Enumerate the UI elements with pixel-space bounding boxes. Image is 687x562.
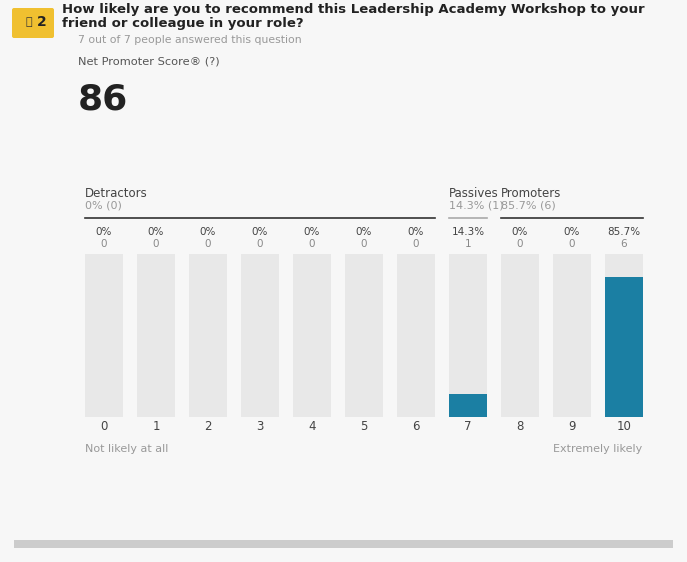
Text: 0: 0 xyxy=(100,420,108,433)
Text: 0%: 0% xyxy=(356,227,372,237)
Text: Detractors: Detractors xyxy=(85,187,148,200)
Text: 0: 0 xyxy=(205,239,211,249)
Bar xyxy=(553,254,591,417)
Bar xyxy=(346,254,383,417)
Text: 0%: 0% xyxy=(95,227,112,237)
Text: 0: 0 xyxy=(308,239,315,249)
Text: 7 out of 7 people answered this question: 7 out of 7 people answered this question xyxy=(78,35,302,45)
Text: 0: 0 xyxy=(257,239,263,249)
FancyBboxPatch shape xyxy=(12,8,54,38)
Bar xyxy=(397,254,435,417)
Text: 2: 2 xyxy=(36,16,46,29)
Bar xyxy=(605,277,643,417)
Bar xyxy=(502,254,539,417)
Bar xyxy=(190,254,227,417)
Text: Promoters: Promoters xyxy=(502,187,562,200)
Text: 4: 4 xyxy=(308,420,316,433)
Text: 0% (0): 0% (0) xyxy=(85,201,122,211)
Text: 0: 0 xyxy=(569,239,575,249)
Text: 0: 0 xyxy=(153,239,159,249)
Text: 6: 6 xyxy=(620,239,627,249)
Text: 0%: 0% xyxy=(408,227,424,237)
Bar xyxy=(449,254,486,417)
Text: 0: 0 xyxy=(413,239,419,249)
Text: 0: 0 xyxy=(517,239,523,249)
Text: 5: 5 xyxy=(360,420,368,433)
Bar xyxy=(605,254,643,417)
Text: 1: 1 xyxy=(153,420,160,433)
Bar xyxy=(449,394,486,417)
Text: 0%: 0% xyxy=(564,227,581,237)
Bar xyxy=(14,540,673,548)
Text: 0%: 0% xyxy=(512,227,528,237)
Text: 85.7%: 85.7% xyxy=(607,227,640,237)
Text: How likely are you to recommend this Leadership Academy Workshop to your: How likely are you to recommend this Lea… xyxy=(62,3,644,16)
Text: 0: 0 xyxy=(361,239,368,249)
Text: 0%: 0% xyxy=(200,227,216,237)
Bar xyxy=(293,254,330,417)
Text: Not likely at all: Not likely at all xyxy=(85,444,168,454)
Text: 6: 6 xyxy=(412,420,420,433)
Text: Passives: Passives xyxy=(449,187,499,200)
Text: 8: 8 xyxy=(517,420,523,433)
Bar xyxy=(137,254,174,417)
Text: 14.3% (1): 14.3% (1) xyxy=(449,201,504,211)
Text: 9: 9 xyxy=(568,420,576,433)
Text: 10: 10 xyxy=(616,420,631,433)
Bar xyxy=(241,254,279,417)
Text: 86: 86 xyxy=(78,83,128,117)
Text: Net Promoter Score® (?): Net Promoter Score® (?) xyxy=(78,56,220,66)
Text: 0%: 0% xyxy=(252,227,268,237)
Text: 14.3%: 14.3% xyxy=(451,227,484,237)
Text: 3: 3 xyxy=(256,420,264,433)
Text: 0%: 0% xyxy=(304,227,320,237)
Text: Extremely likely: Extremely likely xyxy=(554,444,643,454)
Text: 0: 0 xyxy=(101,239,107,249)
Text: friend or colleague in your role?: friend or colleague in your role? xyxy=(62,17,304,30)
Text: 85.7% (6): 85.7% (6) xyxy=(502,201,556,211)
Text: 1: 1 xyxy=(464,239,471,249)
Text: 0%: 0% xyxy=(148,227,164,237)
Bar xyxy=(85,254,123,417)
Text: 🎧: 🎧 xyxy=(25,17,32,28)
Text: 7: 7 xyxy=(464,420,472,433)
Text: 2: 2 xyxy=(204,420,212,433)
